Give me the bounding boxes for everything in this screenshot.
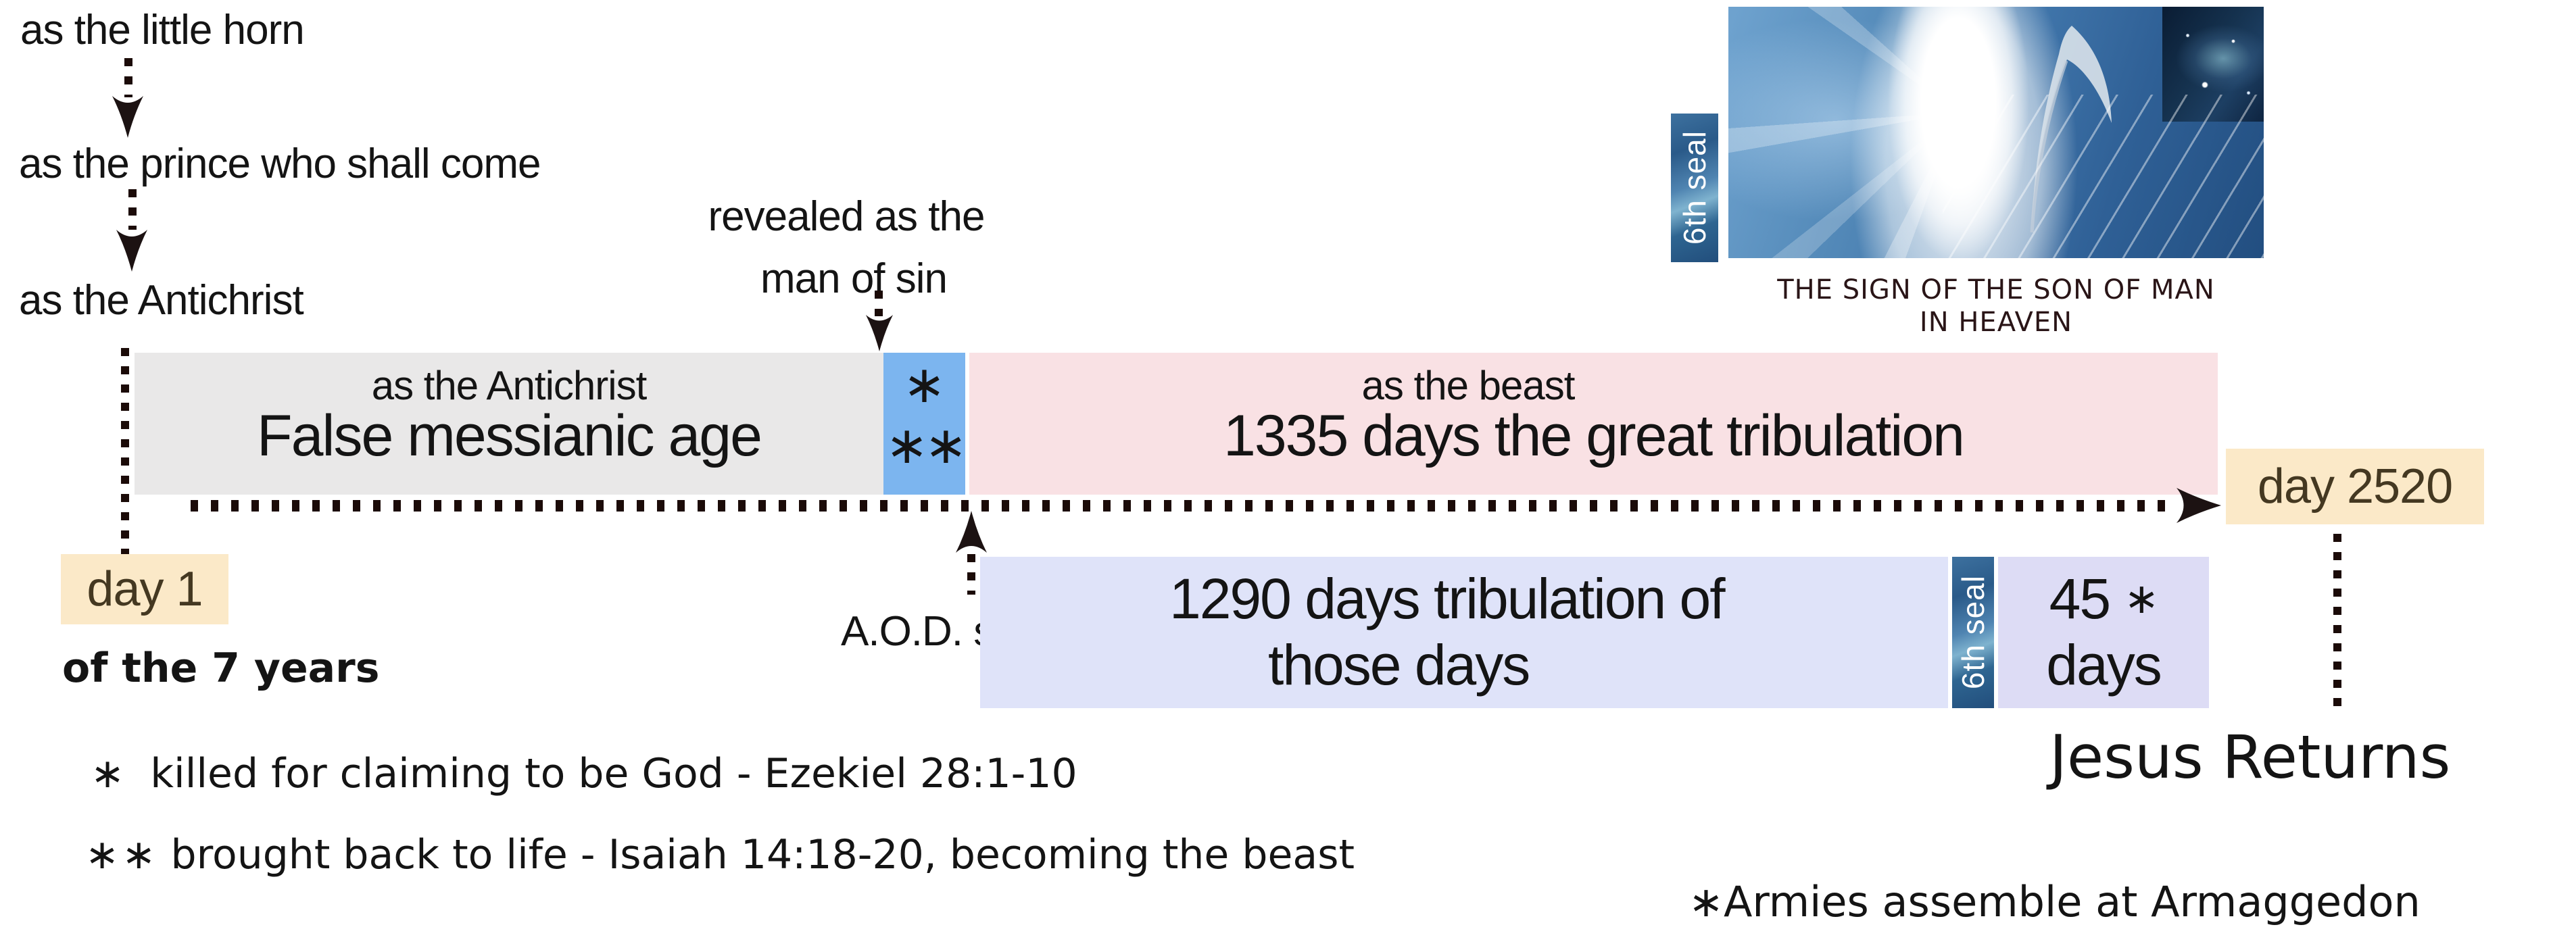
day-1-badge: day 1 (61, 554, 228, 624)
label-revealed-line2: man of sin (760, 255, 948, 302)
tribulation-1290-box: 1290 days tribulation of those days (980, 557, 1948, 708)
man-of-sin-marker-box: ∗ ∗∗ (883, 353, 967, 495)
sixth-seal-image-label: 6th seal (1671, 114, 1718, 262)
great-tribulation-box: as the beast 1335 days the great tribula… (969, 353, 2218, 495)
sixth-seal-image-label-text: 6th seal (1677, 130, 1712, 245)
label-prince-who-shall-come: as the prince who shall come (19, 141, 541, 187)
scythe-icon (2030, 26, 2112, 233)
killed-marker: ∗ (902, 354, 946, 414)
footnote-revived-text: brought back to life - Isaiah 14:18-20, … (170, 831, 1355, 878)
label-antichrist: as the Antichrist (19, 277, 304, 324)
aod-dotted-line (967, 554, 975, 595)
false-messianic-age-box: as the Antichrist False messianic age (135, 353, 883, 495)
day-2520-label: day 2520 (2257, 459, 2453, 514)
gray-box-subtitle: as the Antichrist (371, 363, 648, 408)
days-45-box: 45 ∗ days (1998, 557, 2209, 708)
revived-marker: ∗∗ (885, 415, 967, 475)
jesus-returns-label: Jesus Returns (2049, 722, 2451, 792)
arrow-down-icon (112, 96, 143, 138)
arrow-dotted-line-1 (124, 58, 132, 97)
days-45-value-line: 45 ∗ (1998, 566, 2209, 632)
sixth-seal-strip-label: 6th seal (1955, 575, 1991, 690)
day1-dotted-line (121, 348, 129, 554)
arrow-up-icon (956, 511, 987, 553)
footnote-armies-marker: ∗ (1688, 877, 1724, 926)
armies-marker: ∗ (2124, 574, 2159, 623)
timeline-dotted-axis (191, 500, 2177, 512)
footnote-revived: ∗∗ brought back to life - Isaiah 14:18-20… (85, 831, 1355, 878)
days-45-value: 45 (2049, 567, 2111, 630)
son-of-man-image (1728, 7, 2264, 258)
sixth-seal-strip: 6th seal (1952, 557, 1994, 708)
footnote-killed-text: killed for claiming to be God - Ezekiel … (150, 750, 1077, 797)
day-2520-badge: day 2520 (2226, 449, 2484, 524)
pink-box-title: 1335 days the great tribulation (1223, 403, 1965, 468)
gray-box-title: False messianic age (257, 403, 762, 468)
footnote-killed: ∗ killed for claiming to be God - Ezekiel… (91, 750, 1077, 797)
label-little-horn: as the little horn (20, 7, 305, 53)
arrow-dotted-line-3 (875, 291, 883, 316)
days-45-unit: days (2046, 633, 2162, 697)
arrow-down-icon (116, 230, 147, 272)
arrow-right-icon (2177, 488, 2221, 523)
image-caption-line2: IN HEAVEN (1919, 307, 2073, 338)
footnote-armies-text: Armies assemble at Armaggedon (1723, 877, 2421, 926)
footnote-armies: ∗Armies assemble at Armaggedon (1688, 877, 2421, 926)
arrow-dotted-line-2 (128, 189, 137, 230)
trib-box-line1: 1290 days tribulation of (1169, 567, 1726, 630)
trib-box-line2: those days (1268, 633, 1530, 697)
footnote-killed-marker: ∗ (91, 750, 125, 797)
arrow-down-icon (866, 315, 893, 351)
day-1-label: day 1 (87, 562, 203, 616)
footnote-revived-marker: ∗∗ (85, 831, 159, 878)
jesus-returns-dotted-line (2333, 534, 2341, 708)
image-caption-line1: THE SIGN OF THE SON OF MAN (1777, 274, 2215, 305)
pink-box-subtitle: as the beast (1361, 363, 1576, 408)
label-revealed-line1: revealed as the (708, 193, 986, 240)
seven-years-label: of the 7 years (62, 645, 380, 692)
